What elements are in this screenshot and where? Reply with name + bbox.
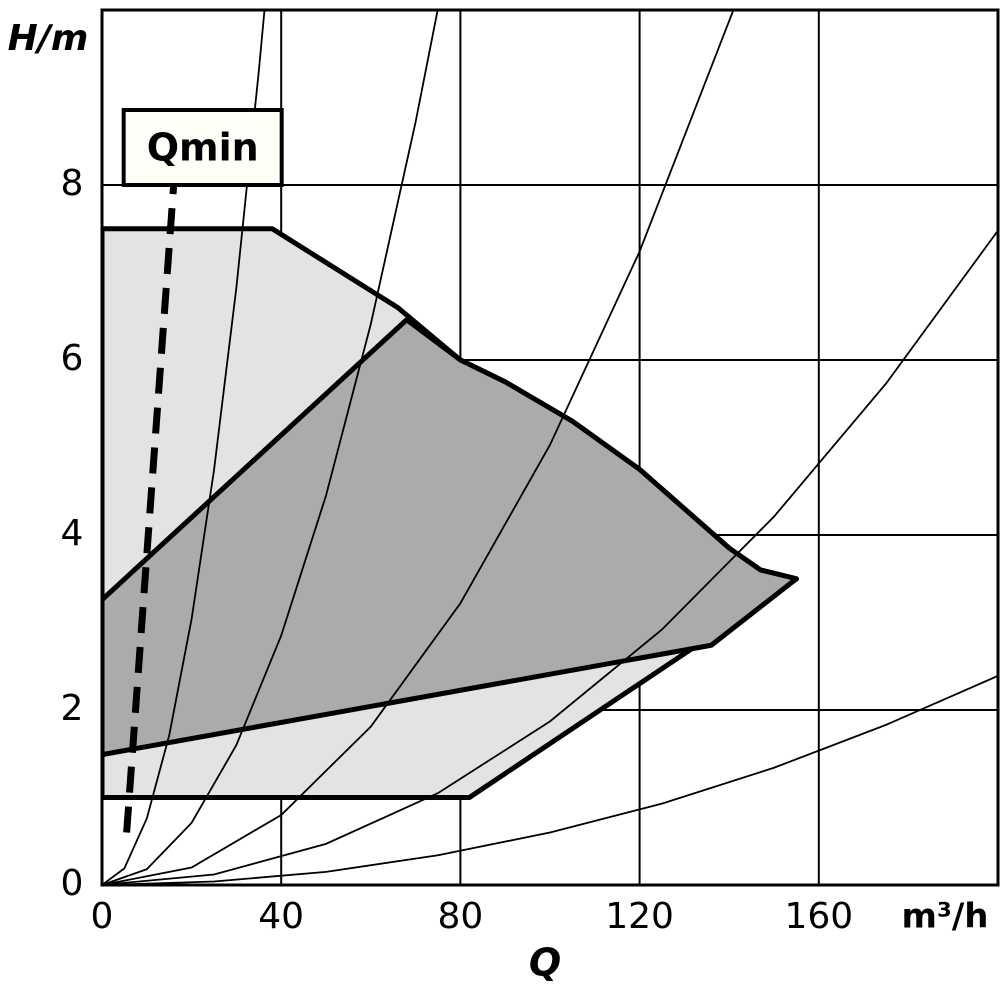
x-axis-label: Q — [529, 941, 561, 985]
system-curve — [102, 675, 998, 885]
qmin-line — [123, 184, 178, 833]
regions — [102, 226, 799, 800]
annotations: Qmin — [121, 108, 284, 833]
qmin-label: Qmin — [147, 126, 259, 170]
system-curves — [102, 10, 998, 885]
y-axis-label: H/m — [8, 18, 89, 59]
system-curve — [102, 10, 735, 885]
system-curve — [102, 229, 998, 885]
x-tick-label: 40 — [258, 896, 304, 937]
y-tick-label: 0 — [61, 863, 84, 904]
y-tick-label: 6 — [61, 338, 84, 379]
x-axis-unit: m³/h — [902, 897, 989, 937]
y-tick-label: 8 — [61, 163, 84, 204]
ticks: 0 40 80 120 160 0 2 4 6 8 — [61, 163, 854, 937]
qmin-box — [121, 108, 284, 187]
x-tick-label: 120 — [605, 896, 674, 937]
x-tick-label: 160 — [784, 896, 853, 937]
x-tick-label: 0 — [91, 896, 114, 937]
plot-frame — [100, 8, 1000, 887]
y-tick-label: 2 — [61, 688, 84, 729]
system-curve — [102, 10, 439, 885]
x-tick-label: 80 — [437, 896, 483, 937]
y-tick-label: 4 — [61, 513, 84, 554]
operating-region — [102, 317, 799, 758]
